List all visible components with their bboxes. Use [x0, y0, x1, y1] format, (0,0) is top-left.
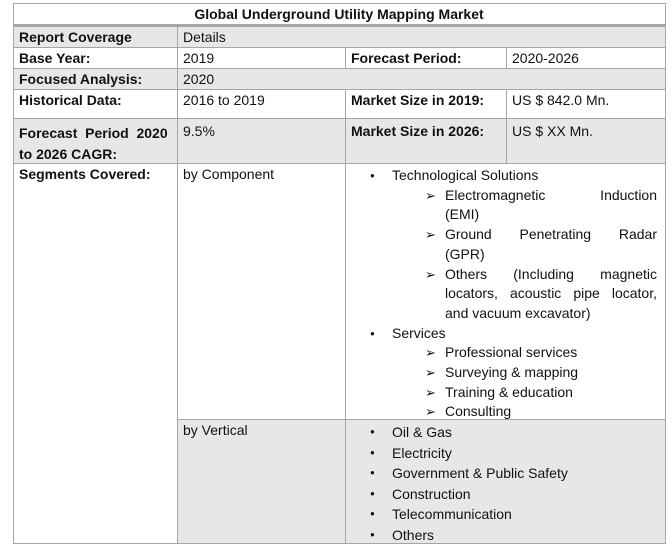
component-item-others: ➢ Others (Including magnetic locators, a…	[351, 265, 657, 324]
arrow-bullet-icon: ➢	[425, 384, 436, 400]
item-line: Professional services	[445, 344, 578, 361]
col-divider-2	[345, 89, 346, 544]
table-title: Global Underground Utility Mapping Marke…	[194, 6, 484, 22]
focused-analysis-value: 2020	[183, 71, 215, 87]
cagr-label: Forecast Period 2020 to 2026 CAGR:	[13, 119, 177, 165]
component-item-surveying: ➢ Surveying & mapping	[351, 363, 657, 383]
col-divider-3	[506, 89, 507, 164]
item-line: locators, acoustic pipe locator,	[445, 285, 657, 302]
item-line: Consulting	[445, 403, 512, 420]
border-top	[13, 3, 666, 4]
arrow-bullet-icon: ➢	[425, 365, 436, 381]
arrow-bullet-icon: ➢	[425, 227, 436, 243]
market-size-2026-label: Market Size in 2026:	[351, 123, 485, 139]
market-size-2026-value: US $ XX Mn.	[512, 123, 593, 139]
arrow-bullet-icon: ➢	[425, 187, 436, 203]
item-line: and vacuum excavator)	[445, 304, 591, 321]
historical-data-value: 2016 to 2019	[183, 92, 265, 108]
row-focused-bg	[13, 68, 665, 89]
row-divider	[13, 68, 666, 69]
item-line: Ground Penetrating Radar	[445, 226, 657, 243]
item-line: Others (Including magnetic	[445, 265, 657, 282]
arrow-bullet-icon: ➢	[425, 345, 436, 361]
forecast-period-value: 2020-2026	[512, 50, 579, 66]
focused-analysis-label: Focused Analysis:	[19, 71, 143, 87]
item-line: Electromagnetic Induction	[445, 186, 657, 203]
item-line: Training & education	[445, 383, 573, 400]
group-name: Technological Solutions	[392, 167, 539, 183]
arrow-bullet-icon: ➢	[425, 404, 436, 420]
forecast-period-label: Forecast Period:	[351, 50, 462, 66]
col-divider-3	[506, 47, 507, 69]
border-right	[665, 3, 666, 544]
vertical-item: Construction	[351, 484, 659, 505]
by-component-label: by Component	[183, 166, 275, 182]
market-size-2019-label: Market Size in 2019:	[351, 92, 485, 108]
segments-label: Segments Covered:	[19, 166, 151, 182]
component-list: Technological Solutions ➢ Electromagneti…	[345, 165, 665, 422]
cagr-label-line1: Forecast Period 2020	[19, 125, 168, 141]
component-item-professional: ➢ Professional services	[351, 343, 657, 363]
historical-data-label: Historical Data:	[19, 92, 122, 108]
col-divider-1	[177, 26, 178, 544]
vertical-item: Government & Public Safety	[351, 463, 659, 484]
segment-divider	[177, 419, 666, 420]
item-line: (EMI)	[445, 206, 480, 223]
header-divider	[13, 24, 666, 27]
vertical-item: Telecommunication	[351, 504, 659, 525]
component-item-gpr: ➢ Ground Penetrating Radar (GPR)	[351, 225, 657, 264]
base-year-label: Base Year:	[19, 50, 91, 66]
component-group-technological: Technological Solutions	[351, 166, 657, 186]
component-item-training: ➢ Training & education	[351, 383, 657, 403]
vertical-item: Oil & Gas	[351, 422, 659, 443]
market-size-2019-value: US $ 842.0 Mn.	[512, 92, 610, 108]
group-name: Services	[392, 324, 446, 341]
title-row	[13, 3, 665, 25]
row-divider	[13, 118, 666, 119]
cagr-label-line2: to 2026 CAGR:	[19, 146, 118, 162]
row-cagr-bg	[13, 118, 665, 163]
coverage-value: Details	[183, 29, 226, 45]
item-line: Surveying & mapping	[445, 364, 579, 381]
by-vertical-label: by Vertical	[183, 422, 248, 438]
cagr-value: 9.5%	[183, 123, 215, 139]
vertical-list: Oil & Gas Electricity Government & Publi…	[345, 421, 665, 545]
component-group-services: Services	[351, 324, 657, 344]
row-divider	[13, 89, 666, 90]
border-bottom	[13, 543, 666, 544]
arrow-bullet-icon: ➢	[425, 266, 436, 282]
row-divider	[13, 163, 666, 164]
base-year-value: 2019	[183, 50, 215, 66]
market-summary-table: Global Underground Utility Mapping Marke…	[13, 3, 666, 545]
row-coverage-bg	[13, 26, 665, 47]
vertical-item: Others	[351, 525, 659, 546]
row-divider	[13, 47, 666, 48]
component-item-emi: ➢ Electromagnetic Induction (EMI)	[351, 186, 657, 225]
col-divider-2	[345, 47, 346, 69]
item-line: (GPR)	[445, 245, 485, 262]
coverage-label: Report Coverage	[19, 29, 132, 45]
component-item-consulting: ➢ Consulting	[351, 402, 657, 422]
vertical-item: Electricity	[351, 443, 659, 464]
border-left	[13, 3, 14, 544]
